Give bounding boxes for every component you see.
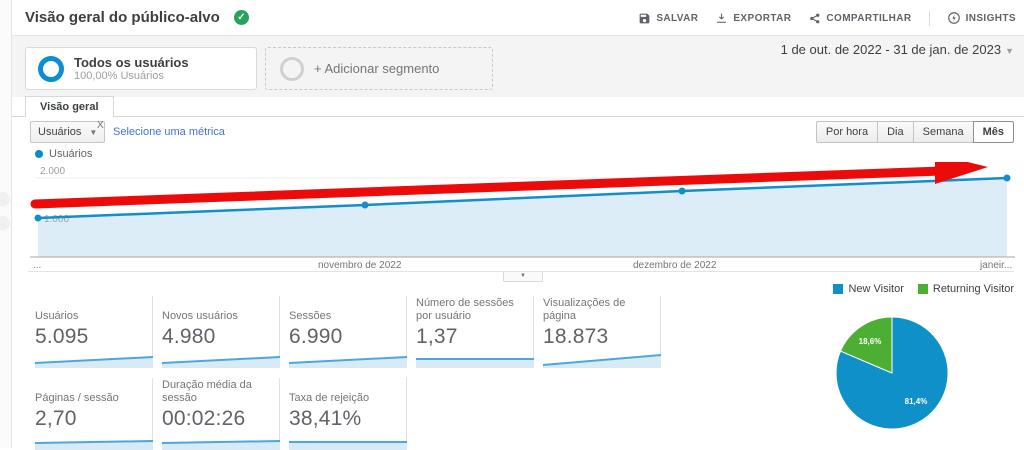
export-icon <box>717 13 727 23</box>
segments-band: 1 de out. de 2022 - 31 de jan. de 2023 ▼ … <box>12 36 1024 97</box>
share-button[interactable]: COMPARTILHAR <box>808 12 911 25</box>
pie-label-returning: 18,6% <box>859 337 882 346</box>
scorecard-sessions[interactable]: Sessões 6.990 <box>289 296 407 368</box>
data-point-jan[interactable] <box>1003 174 1011 182</box>
remove-metric-button[interactable]: X <box>97 120 104 131</box>
data-point-nov[interactable] <box>361 201 369 209</box>
chevron-down-icon: ▼ <box>1005 46 1014 56</box>
scorecard-avg-session-duration[interactable]: Duração média da sessão 00:02:26 <box>162 378 280 450</box>
export-button[interactable]: EXPORTAR <box>715 12 791 25</box>
visitor-type-pie-chart[interactable]: 81,4% 18,6% <box>833 314 951 432</box>
metric-select-dropdown[interactable]: Usuários ▼ <box>30 121 106 143</box>
line-area-fill <box>38 178 1007 257</box>
legend-square-blue-icon <box>833 284 844 294</box>
insights-icon <box>947 12 960 24</box>
scorecard-sessions-per-user[interactable]: Número de sessões por usuário 1,37 <box>416 296 534 368</box>
legend-square-green-icon <box>917 284 928 294</box>
timeline-divider <box>28 271 1014 272</box>
tab-overview[interactable]: Visão geral <box>25 96 114 117</box>
header-actions: SALVAR EXPORTAR COMPARTILHAR INSIGHTS <box>638 0 1016 36</box>
segment-all-users-card[interactable]: Todos os usuários 100,00% Usuários <box>25 47 257 90</box>
strip-decoration-circle <box>0 192 10 206</box>
pie-legend: New Visitor Returning Visitor <box>806 283 1014 295</box>
granularity-week-button[interactable]: Semana <box>912 121 974 143</box>
add-segment-ring-icon <box>280 56 304 81</box>
add-segment-label: + Adicionar segmento <box>314 61 440 76</box>
sparkline-icon <box>35 440 153 450</box>
sparkline-icon <box>543 354 661 368</box>
scorecard-users[interactable]: Usuários 5.095 <box>35 296 153 368</box>
pie-label-new: 81,4% <box>905 397 928 406</box>
legend-dot-icon <box>35 150 43 158</box>
segment-title: Todos os usuários <box>74 54 189 70</box>
users-line-chart[interactable]: 2.000 1.000 <box>30 162 1015 262</box>
sparkline-icon <box>162 356 280 368</box>
tab-bar-divider <box>12 116 1024 117</box>
y-tick-2000: 2.000 <box>40 166 65 177</box>
x-tick-december: dezembro de 2022 <box>633 260 717 271</box>
date-range-selector[interactable]: 1 de out. de 2022 - 31 de jan. de 2023 ▼ <box>780 42 1014 57</box>
strip-decoration-circle <box>0 216 10 230</box>
sparkline-icon <box>162 440 280 450</box>
sparkline-icon <box>289 441 407 450</box>
red-trend-arrow-shaft <box>30 166 947 209</box>
red-trend-arrow-head <box>935 162 988 184</box>
segment-ring-icon <box>38 55 64 82</box>
granularity-button-group: Por hora Dia Semana Mês <box>815 121 1014 143</box>
x-tick-november: novembro de 2022 <box>318 260 402 271</box>
pie-slice-returning-visitor[interactable] <box>839 316 893 374</box>
add-segment-card[interactable]: + Adicionar segmento <box>265 47 493 90</box>
sparkline-icon <box>416 358 534 368</box>
scorecard-new-users[interactable]: Novos usuários 4.980 <box>162 296 280 368</box>
data-point-oct[interactable] <box>34 214 42 222</box>
data-point-dec[interactable] <box>678 187 686 195</box>
granularity-month-button[interactable]: Mês <box>972 121 1014 143</box>
save-button[interactable]: SALVAR <box>638 12 698 25</box>
verified-badge-icon: ✓ <box>234 10 249 25</box>
sparkline-icon <box>289 356 407 368</box>
scorecard-pageviews[interactable]: Visualizações de página 18.873 <box>543 296 661 368</box>
chart-legend: Usuários <box>35 148 92 160</box>
insights-button[interactable]: INSIGHTS <box>947 11 1016 25</box>
select-metric-link[interactable]: Selecione uma métrica <box>113 126 225 138</box>
report-header: Visão geral do público-alvo ✓ SALVAR EXP… <box>12 0 1024 36</box>
chevron-down-icon: ▼ <box>89 127 98 137</box>
page-title: Visão geral do público-alvo <box>25 9 220 26</box>
scorecard-pages-per-session[interactable]: Páginas / sessão 2,70 <box>35 378 153 450</box>
legend-new-visitor[interactable]: New Visitor <box>833 283 904 295</box>
legend-returning-visitor[interactable]: Returning Visitor <box>917 283 1014 295</box>
x-tick-ellipsis: ... <box>33 260 42 271</box>
segment-subtitle: 100,00% Usuários <box>74 69 164 82</box>
users-line <box>37 176 1008 220</box>
scorecards-row-1: Usuários 5.095 Novos usuários 4.980 Sess… <box>35 296 670 368</box>
x-tick-january: janeir... <box>980 260 1013 271</box>
save-icon <box>639 13 650 23</box>
sparkline-icon <box>35 356 153 368</box>
left-panel-sliver <box>0 0 12 448</box>
y-tick-1000: 1.000 <box>44 214 69 225</box>
share-icon <box>810 13 820 23</box>
granularity-day-button[interactable]: Dia <box>877 121 914 143</box>
timeline-expander-button[interactable]: ▼ <box>503 272 543 282</box>
scorecard-bounce-rate[interactable]: Taxa de rejeição 38,41% <box>289 378 407 450</box>
granularity-hour-button[interactable]: Por hora <box>815 121 879 143</box>
scorecards-row-2: Páginas / sessão 2,70 Duração média da s… <box>35 378 416 450</box>
header-divider <box>928 10 930 26</box>
